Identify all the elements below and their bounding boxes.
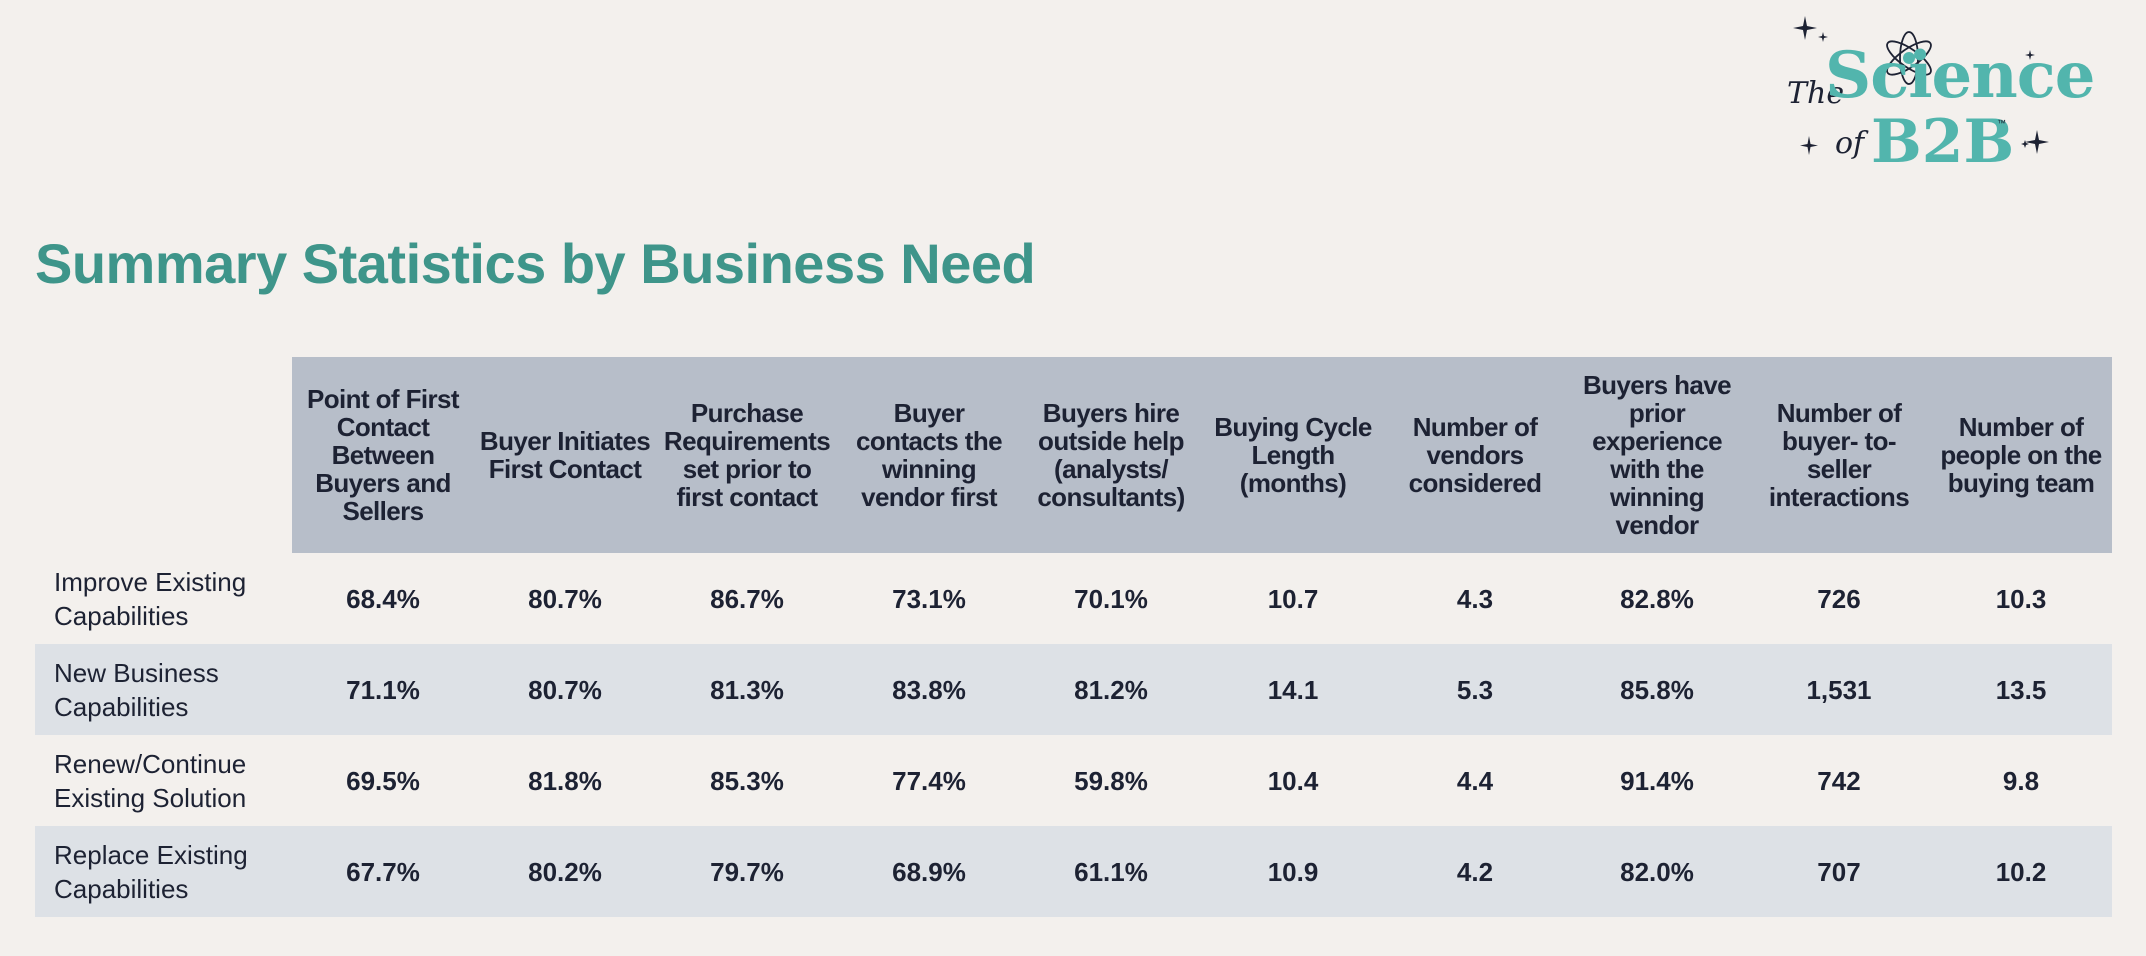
table-cell: 71.1% — [292, 644, 474, 735]
table-row: Renew/Continue Existing Solution 69.5% 8… — [35, 735, 2112, 826]
table-cell: 10.9 — [1202, 826, 1384, 917]
column-header: Buyers hire outside help (analysts/ cons… — [1020, 357, 1202, 553]
table-cell: 10.3 — [1995, 584, 2047, 614]
table-cell: 70.1% — [1074, 584, 1148, 614]
table-cell: 77.4% — [892, 766, 966, 796]
column-header: Number of vendors considered — [1384, 357, 1566, 553]
table-cell: 4.3 — [1456, 584, 1494, 614]
column-header: Buying Cycle Length (months) — [1202, 357, 1384, 553]
logo-word-the: The — [1787, 76, 1845, 111]
table-row: Replace Existing Capabilities 67.7% 80.2… — [35, 826, 2112, 917]
table-cell: 91.4% — [1620, 766, 1694, 796]
table-cell: 68.9% — [838, 826, 1020, 917]
table-cell: 82.8% — [1620, 584, 1694, 614]
table-cell: 742 — [1817, 766, 1861, 796]
table-cell: 10.2 — [1930, 826, 2112, 917]
table-cell: 81.3% — [656, 644, 838, 735]
page-title: Summary Statistics by Business Need — [35, 232, 1036, 295]
logo-word-of: of — [1835, 126, 1865, 161]
row-label: New Business Capabilities — [35, 644, 292, 735]
table-cell: 1,531 — [1748, 644, 1930, 735]
table-cell: 726 — [1817, 584, 1861, 614]
row-label: Replace Existing Capabilities — [35, 826, 292, 917]
column-header: Buyers have prior experience with the wi… — [1566, 357, 1748, 553]
logo-word-b2b: B2B — [1871, 107, 2015, 177]
row-label: Improve Existing Capabilities — [54, 566, 247, 631]
table-corner-cell — [35, 357, 292, 553]
table-cell: 80.7% — [474, 644, 656, 735]
table-cell: 81.8% — [528, 766, 602, 796]
atom-icon — [1793, 16, 2049, 155]
table-cell: 85.8% — [1566, 644, 1748, 735]
table-row: Improve Existing Capabilities 68.4% 80.7… — [35, 553, 2112, 644]
sparkle-icon — [2021, 140, 2029, 148]
column-header: Number of people on the buying team — [1930, 357, 2112, 553]
column-header: Number of buyer- to-seller interactions — [1748, 357, 1930, 553]
sparkle-icon — [2025, 50, 2035, 60]
table-cell: 14.1 — [1202, 644, 1384, 735]
sparkle-icon — [2025, 130, 2049, 154]
trademark-symbol: ™ — [1997, 118, 2006, 128]
table-row: New Business Capabilities 71.1% 80.7% 81… — [35, 644, 2112, 735]
table-cell: 59.8% — [1074, 766, 1148, 796]
table-cell: 69.5% — [346, 766, 420, 796]
table-cell: 67.7% — [292, 826, 474, 917]
column-header: Purchase Requirements set prior to first… — [656, 357, 838, 553]
table-cell: 81.2% — [1020, 644, 1202, 735]
sparkle-icon — [1793, 16, 1817, 40]
column-header: Buyer contacts the winning vendor first — [838, 357, 1020, 553]
brand-logo: The Science of B2B ™ — [1775, 8, 2095, 178]
table-cell: 61.1% — [1020, 826, 1202, 917]
table-cell: 68.4% — [346, 584, 420, 614]
table-cell: 82.0% — [1566, 826, 1748, 917]
table-cell: 79.7% — [656, 826, 838, 917]
column-header: Point of First Contact Between Buyers an… — [292, 357, 474, 553]
table-cell: 80.2% — [474, 826, 656, 917]
logo-word-science: Science — [1825, 38, 2095, 113]
table-cell: 13.5 — [1930, 644, 2112, 735]
row-label: Renew/Continue Existing Solution — [54, 748, 247, 813]
table-cell: 80.7% — [528, 584, 602, 614]
sparkle-icon — [1800, 136, 1818, 155]
table-cell: 707 — [1748, 826, 1930, 917]
table-header-row: Point of First Contact Between Buyers an… — [35, 357, 2112, 553]
table-cell: 73.1% — [892, 584, 966, 614]
table-cell: 10.4 — [1267, 766, 1319, 796]
table-cell: 4.4 — [1456, 766, 1494, 796]
table-cell: 4.2 — [1384, 826, 1566, 917]
table-cell: 5.3 — [1384, 644, 1566, 735]
summary-statistics-table: Point of First Contact Between Buyers an… — [35, 357, 2112, 917]
sparkle-icon — [1818, 32, 1828, 42]
table-cell: 85.3% — [710, 766, 784, 796]
table-cell: 9.8 — [2002, 766, 2040, 796]
table-cell: 86.7% — [710, 584, 784, 614]
table-cell: 10.7 — [1267, 584, 1319, 614]
column-header: Buyer Initiates First Contact — [474, 357, 656, 553]
table-cell: 83.8% — [838, 644, 1020, 735]
